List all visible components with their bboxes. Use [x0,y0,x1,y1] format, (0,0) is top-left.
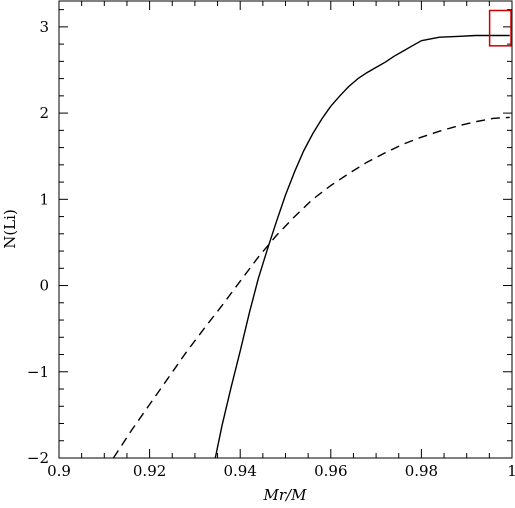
x-tick-label: 0.98 [405,462,438,480]
x-tick-label: 0.96 [314,462,347,480]
y-axis-title: N(Li) [1,209,19,249]
solid-series-line [214,34,510,459]
plot-frame [58,0,513,459]
y-tick-label: 0 [39,277,49,295]
x-axis-tick-labels: 0.9 0.92 0.94 0.96 0.98 1 [47,462,515,480]
x-tick-label: 0.9 [47,462,71,480]
x-tick-label: 0.94 [223,462,256,480]
highlight-rectangle [488,9,512,47]
y-tick-label: 1 [39,190,49,208]
x-tick-label: 1 [507,462,515,480]
x-axis-title: Mr/M [263,486,308,504]
axis-ticks [58,1,513,459]
series-layer [112,34,510,459]
y-tick-label: 2 [39,104,49,122]
y-tick-label: −2 [27,449,49,467]
annotation-layer [488,9,512,47]
y-tick-label: −1 [27,363,49,381]
y-axis-tick-labels: −2 −1 0 1 2 3 [27,18,49,467]
y-tick-label: 3 [39,18,49,36]
x-tick-label: 0.92 [133,462,166,480]
